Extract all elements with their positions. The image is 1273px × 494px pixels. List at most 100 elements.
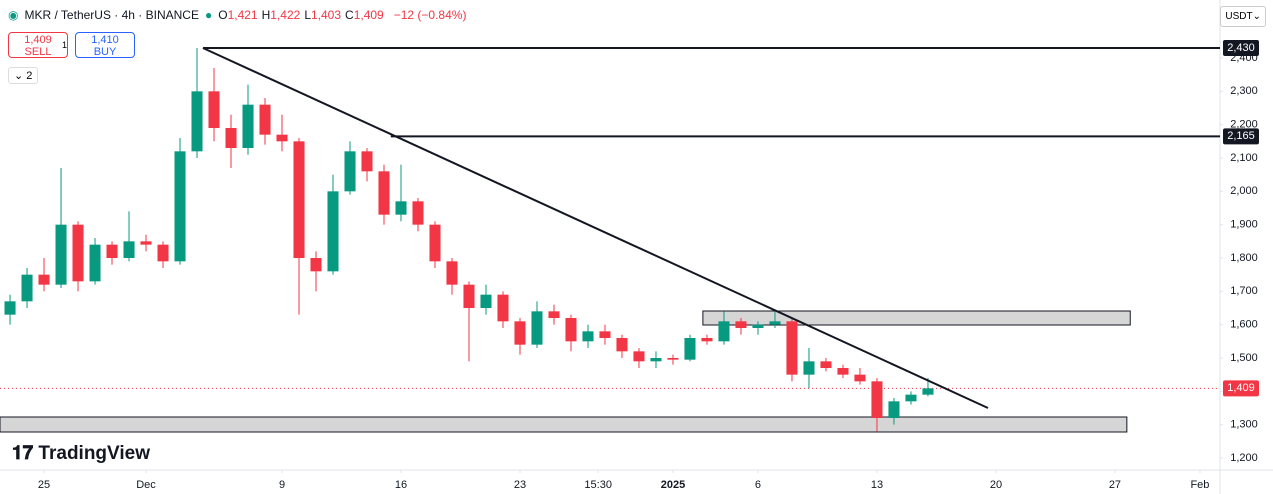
sell-button[interactable]: 1,409 SELL xyxy=(8,32,68,58)
last-price-label: 1,409 xyxy=(1227,382,1255,394)
candle-body xyxy=(446,261,458,285)
candle-body xyxy=(735,321,747,328)
candle-body xyxy=(480,294,492,308)
currency-select[interactable]: USDT⌄ xyxy=(1220,6,1266,27)
symbol-icon: ◉ xyxy=(8,8,19,22)
indicators-count: 2 xyxy=(26,70,33,82)
candle-body xyxy=(21,274,33,302)
candle-body xyxy=(55,224,67,285)
candle-body xyxy=(752,324,764,328)
candle-body xyxy=(259,104,271,135)
zone xyxy=(0,416,1128,433)
ohlc: O1,421 H1,422 L1,403 C1,409 xyxy=(218,8,388,22)
candle-body xyxy=(276,134,288,142)
y-tick-label: 2,200 xyxy=(1230,119,1258,131)
x-tick-label: 13 xyxy=(871,479,883,491)
candle-body xyxy=(667,358,679,360)
x-tick-label: 16 xyxy=(395,479,407,491)
zone xyxy=(702,310,1131,326)
candle-body xyxy=(633,351,645,362)
candle-body xyxy=(497,294,509,322)
candle-body xyxy=(514,321,526,345)
y-tick-label: 1,600 xyxy=(1230,319,1258,331)
price-badge-label: 2,165 xyxy=(1227,130,1255,142)
logo-text: TradingView xyxy=(38,443,150,464)
x-tick-label: 15:30 xyxy=(584,479,612,491)
candle-body xyxy=(123,241,135,258)
y-tick-label: 1,700 xyxy=(1230,285,1258,297)
candle-body xyxy=(650,358,662,362)
price-badge-label: 2,430 xyxy=(1227,42,1255,54)
candle-body xyxy=(72,224,84,282)
buy-label: BUY xyxy=(93,46,117,58)
x-tick-label: 23 xyxy=(514,479,526,491)
candle-body xyxy=(582,331,594,342)
change: −12 (−0.84%) xyxy=(393,8,467,22)
candle-body xyxy=(412,201,424,225)
candle-body xyxy=(684,338,696,360)
indicators-toggle[interactable]: ⌄ 2 xyxy=(8,67,39,84)
candle-body xyxy=(89,244,101,282)
candle-body xyxy=(378,171,390,215)
ohlc-key: O xyxy=(218,8,228,22)
y-tick-label: 2,300 xyxy=(1230,85,1258,97)
candle-body xyxy=(803,361,815,375)
candle-body xyxy=(395,201,407,215)
candle-body xyxy=(4,301,16,315)
candle-body xyxy=(718,321,730,342)
candle-body xyxy=(854,374,866,382)
status-dot: ● xyxy=(204,8,213,22)
candle-body xyxy=(871,381,883,418)
candle-body xyxy=(820,361,832,368)
candle-body xyxy=(565,318,577,342)
y-tick-label: 1,200 xyxy=(1230,452,1258,464)
candle-body xyxy=(361,151,373,172)
symbol[interactable]: MKR / TetherUS · 4h · BINANCE xyxy=(24,8,199,22)
logo: 𝟏𝟕 TradingView xyxy=(12,443,150,464)
y-tick-label: 1,300 xyxy=(1230,419,1258,431)
trendline xyxy=(202,47,989,409)
candle-body xyxy=(837,368,849,375)
candle-body xyxy=(548,311,560,318)
y-tick-label: 2,000 xyxy=(1230,185,1258,197)
ohlc-key: L xyxy=(304,8,311,22)
x-tick-label: Dec xyxy=(136,479,156,491)
candle-body xyxy=(905,394,917,402)
x-tick-label: 25 xyxy=(38,479,50,491)
candle-body xyxy=(225,128,237,148)
candle-body xyxy=(786,321,798,375)
price-badge xyxy=(1223,40,1259,56)
x-tick-label: Feb xyxy=(1190,479,1209,491)
ohlc-value: 1,421 xyxy=(227,8,258,22)
y-tick-label: 1,800 xyxy=(1230,252,1258,264)
x-tick-label: 6 xyxy=(755,479,761,491)
candle-body xyxy=(429,224,441,262)
x-tick-label: 20 xyxy=(990,479,1002,491)
candle-body xyxy=(140,241,152,245)
y-tick-label: 1,900 xyxy=(1230,219,1258,231)
ohlc-value: 1,403 xyxy=(311,8,342,22)
candle-body xyxy=(344,151,356,192)
ohlc-key: H xyxy=(261,8,271,22)
sell-price: 1,409 xyxy=(24,34,52,46)
x-tick-label: 27 xyxy=(1109,479,1121,491)
candle-body xyxy=(616,338,628,352)
y-tick-label: 1,500 xyxy=(1230,352,1258,364)
ohlc-value: 1,422 xyxy=(270,8,301,22)
buy-button[interactable]: 1,410 BUY xyxy=(75,32,135,58)
candle-body xyxy=(242,104,254,148)
currency: USDT xyxy=(1225,11,1253,22)
price-badge xyxy=(1223,128,1259,145)
candle-body xyxy=(191,91,203,152)
candle-body xyxy=(293,141,305,258)
candle-body xyxy=(157,244,169,262)
candle-body xyxy=(769,321,781,325)
buy-price: 1,410 xyxy=(91,34,119,46)
x-tick-label: 9 xyxy=(279,479,285,491)
candle-body xyxy=(174,151,186,262)
ohlc-value: 1,409 xyxy=(353,8,384,22)
candle-body xyxy=(327,191,339,272)
candle-body xyxy=(599,331,611,338)
